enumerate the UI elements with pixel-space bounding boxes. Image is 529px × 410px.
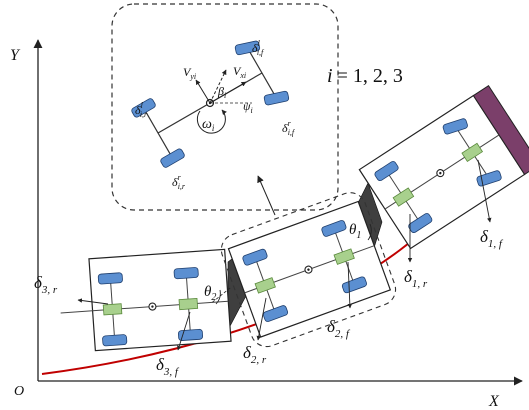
vehicle-unit-1 [358, 85, 529, 250]
delta-2f-label: δ2, f [327, 317, 351, 340]
inset-wheel-rear-left [131, 98, 156, 118]
axes: Y X O [10, 39, 523, 410]
theta1-label: θ1 [349, 222, 361, 241]
delta-if-left-label: δl i,f [252, 39, 265, 57]
inset-pointer-arrow [257, 175, 276, 216]
unit-3-rear-axle-block [102, 303, 123, 316]
omega-label: ωi [202, 117, 215, 133]
x-axis-label: X [488, 393, 500, 410]
vehicle-model-inset: Vyi Vxi βi ψi ωi δl i,f δr i,f δl i,r δr i,r [111, 3, 339, 211]
delta-ir-right-label: δr i,r [172, 173, 186, 191]
delta-if-right-label: δr i,f [282, 119, 296, 137]
inset-wheel-front-right [263, 90, 290, 106]
inset-wheel-rear-right [160, 148, 185, 168]
delta-3r-label: δ3, r [34, 273, 58, 296]
delta-1r-label: δ1, r [404, 267, 428, 290]
theta1-arc [367, 223, 372, 241]
vehicle-unit-3 [60, 248, 232, 352]
unit-2-front-axle-block [333, 248, 355, 265]
vy-label: Vyi [183, 65, 196, 81]
unit-2-rear-axle-block [254, 277, 276, 294]
index-note: i = 1, 2, 3 [327, 65, 403, 87]
beta-label: βi [217, 84, 226, 100]
theta2-arc [215, 289, 221, 305]
vx-label: Vxi [233, 64, 246, 80]
delta-ir-left-label: δl i,r [135, 101, 148, 119]
unit-2-dashed-frame [220, 192, 397, 348]
unit-1-front-axle-block [461, 142, 484, 163]
delta-2r-label: δ2, r [243, 343, 267, 366]
delta-1f-label: δ1, f [480, 227, 504, 250]
delta-3f-label: δ3, f [156, 355, 180, 378]
y-axis-label: Y [10, 47, 21, 64]
inset-wheel-front-left [234, 40, 261, 56]
unit-3-front-axle-block [178, 297, 199, 311]
origin-label: O [14, 384, 24, 399]
unit-1-rear-axle-block [392, 187, 415, 207]
theta2-label: θ2 [204, 284, 216, 303]
psi-label: ψi [243, 99, 253, 115]
